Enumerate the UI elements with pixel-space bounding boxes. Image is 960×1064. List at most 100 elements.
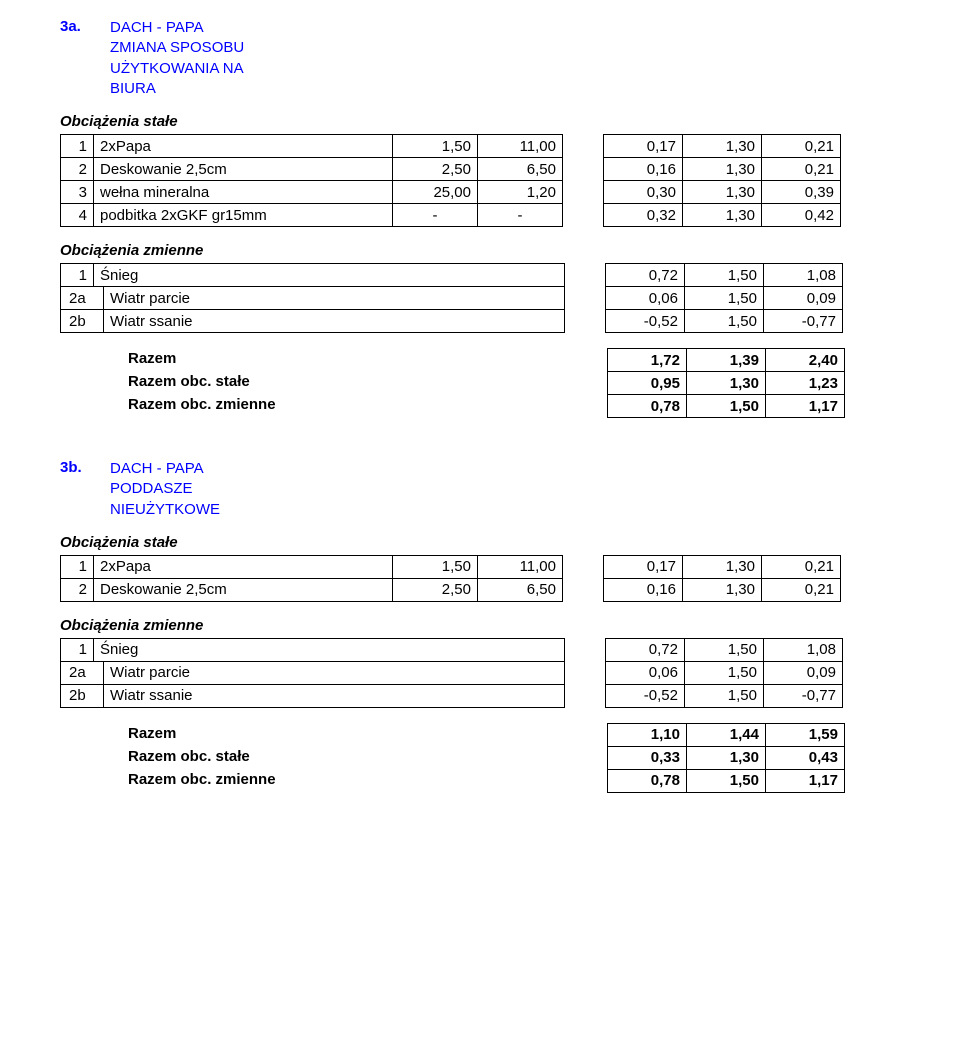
cell-val: 0,06: [605, 286, 685, 310]
right-grid: 0,17 1,30 0,21: [603, 555, 841, 579]
cell-val: -0,77: [763, 309, 843, 333]
cell-val: 1,30: [682, 157, 762, 181]
cell-val: 0,09: [763, 661, 843, 685]
cell-val: 0,72: [605, 638, 685, 662]
cell-val: 6,50: [477, 578, 563, 602]
summary-grid: 0,95 1,30 1,23: [607, 371, 845, 395]
section-a-title-line: UŻYTKOWANIA NA: [110, 59, 244, 79]
cell-val: 0,16: [603, 157, 683, 181]
cell-val: 25,00: [392, 180, 478, 204]
right-grid: 0,72 1,50 1,08: [605, 263, 843, 287]
cell-val: -0,52: [605, 309, 685, 333]
summary-row: Razem 1,72 1,39 2,40: [60, 348, 900, 372]
cell-val: 11,00: [477, 555, 563, 579]
table-row: 1 2xPapa 1,50 11,00 0,17 1,30 0,21: [60, 134, 900, 158]
cell-idx: 1: [60, 134, 94, 158]
cell-label: Deskowanie 2,5cm: [93, 157, 393, 181]
cell-val: 1,20: [477, 180, 563, 204]
section-a-title-line: BIURA: [110, 79, 244, 99]
right-grid: 0,32 1,30 0,42: [603, 203, 841, 227]
section-a-stale-heading: Obciążenia stałe: [60, 113, 900, 130]
cell-val: 0,42: [761, 203, 841, 227]
cell-val: 2,40: [765, 348, 845, 372]
cell-label: Śnieg: [93, 263, 565, 287]
cell-val: 1,50: [684, 661, 764, 685]
cell-val: 1,50: [684, 263, 764, 287]
table-row: 3 wełna mineralna 25,00 1,20 0,30 1,30 0…: [60, 180, 900, 204]
right-grid: 0,17 1,30 0,21: [603, 134, 841, 158]
cell-val: 1,30: [686, 746, 766, 770]
right-grid: 0,06 1,50 0,09: [605, 286, 843, 310]
summary-row: Razem obc. zmienne 0,78 1,50 1,17: [60, 769, 900, 793]
section-b-stale-heading: Obciążenia stałe: [60, 534, 900, 551]
cell-val: 1,08: [763, 263, 843, 287]
section-b-number: 3b.: [60, 459, 88, 476]
section-a-title-line: DACH - PAPA: [110, 18, 244, 38]
cell-val: 1,50: [684, 286, 764, 310]
cell-val: -0,77: [763, 684, 843, 708]
left-grid: 2a Wiatr parcie: [60, 286, 565, 310]
cell-label: Śnieg: [93, 638, 565, 662]
cell-val: 0,21: [761, 134, 841, 158]
cell-val: 0,95: [607, 371, 687, 395]
section-b-title-line: DACH - PAPA: [110, 459, 220, 479]
summary-grid: 1,72 1,39 2,40: [607, 348, 845, 372]
cell-idx: 1: [60, 638, 94, 662]
summary-label: Razem: [60, 723, 567, 747]
cell-label: Wiatr ssanie: [103, 684, 565, 708]
cell-val: 2,50: [392, 578, 478, 602]
cell-val: 0,33: [607, 746, 687, 770]
cell-val: 0,78: [607, 769, 687, 793]
cell-val: 0,21: [761, 578, 841, 602]
cell-val: 1,50: [686, 394, 766, 418]
cell-val: 0,30: [603, 180, 683, 204]
table-row: 2 Deskowanie 2,5cm 2,50 6,50 0,16 1,30 0…: [60, 157, 900, 181]
cell-idx: 2b: [60, 309, 104, 333]
cell-val: 1,23: [765, 371, 845, 395]
table-row: 1 2xPapa 1,50 11,00 0,17 1,30 0,21: [60, 555, 900, 579]
section-a-title: DACH - PAPA ZMIANA SPOSOBU UŻYTKOWANIA N…: [110, 18, 244, 99]
cell-val: 1,08: [763, 638, 843, 662]
section-a-number: 3a.: [60, 18, 88, 35]
right-grid: -0,52 1,50 -0,77: [605, 684, 843, 708]
cell-val: 0,78: [607, 394, 687, 418]
cell-val: 1,30: [682, 180, 762, 204]
table-row: 2 Deskowanie 2,5cm 2,50 6,50 0,16 1,30 0…: [60, 578, 900, 602]
cell-val: 1,72: [607, 348, 687, 372]
summary-label: Razem obc. stałe: [60, 371, 567, 395]
cell-val: 1,10: [607, 723, 687, 747]
right-grid: -0,52 1,50 -0,77: [605, 309, 843, 333]
cell-val: 11,00: [477, 134, 563, 158]
table-row: 2b Wiatr ssanie -0,52 1,50 -0,77: [60, 684, 900, 708]
table-row: 2b Wiatr ssanie -0,52 1,50 -0,77: [60, 309, 900, 333]
cell-val: 0,17: [603, 134, 683, 158]
cell-val: 1,30: [682, 555, 762, 579]
right-grid: 0,16 1,30 0,21: [603, 157, 841, 181]
table-row: 2a Wiatr parcie 0,06 1,50 0,09: [60, 661, 900, 685]
cell-val: 1,44: [686, 723, 766, 747]
cell-idx: 1: [60, 555, 94, 579]
right-grid: 0,06 1,50 0,09: [605, 661, 843, 685]
summary-label: Razem: [60, 348, 567, 372]
cell-val: 1,17: [765, 394, 845, 418]
cell-idx: 2a: [60, 286, 104, 310]
cell-idx: 2: [60, 578, 94, 602]
table-row: 2a Wiatr parcie 0,06 1,50 0,09: [60, 286, 900, 310]
cell-label: Wiatr ssanie: [103, 309, 565, 333]
cell-label: Wiatr parcie: [103, 286, 565, 310]
cell-label: 2xPapa: [93, 134, 393, 158]
cell-val: 1,30: [682, 134, 762, 158]
cell-val: 0,06: [605, 661, 685, 685]
table-row: 4 podbitka 2xGKF gr15mm - - 0,32 1,30 0,…: [60, 203, 900, 227]
left-grid: 2b Wiatr ssanie: [60, 684, 565, 708]
left-grid: 2a Wiatr parcie: [60, 661, 565, 685]
left-grid: 1 2xPapa 1,50 11,00: [60, 134, 563, 158]
cell-val: 2,50: [392, 157, 478, 181]
cell-val: 0,32: [603, 203, 683, 227]
cell-val: 1,50: [684, 684, 764, 708]
left-grid: 2b Wiatr ssanie: [60, 309, 565, 333]
cell-val: 1,50: [684, 638, 764, 662]
cell-val: 0,16: [603, 578, 683, 602]
cell-val: 0,21: [761, 555, 841, 579]
cell-idx: 4: [60, 203, 94, 227]
